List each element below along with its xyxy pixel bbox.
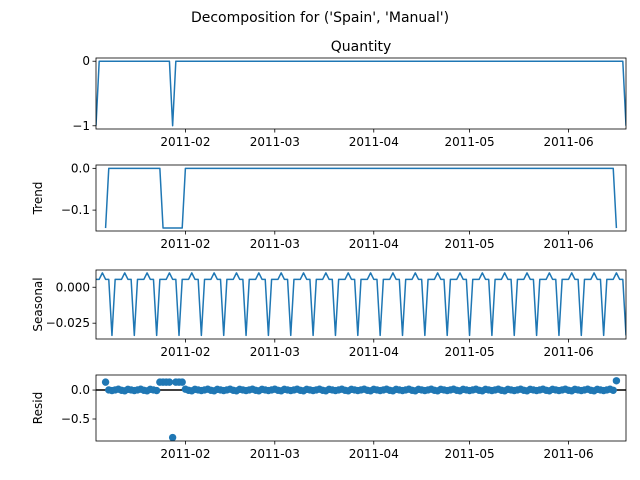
resid-point (609, 386, 617, 394)
resid-point (152, 386, 161, 395)
x-tick-label: 2011-05 (444, 135, 494, 149)
x-tick-label: 2011-05 (444, 237, 494, 251)
x-tick-label: 2011-06 (543, 237, 593, 251)
y-tick-label: −0.5 (61, 412, 90, 426)
x-tick-label: 2011-05 (444, 447, 494, 461)
figure-suptitle: Decomposition for ('Spain', 'Manual') (191, 10, 449, 26)
x-tick-label: 2011-05 (444, 345, 494, 359)
x-tick-label: 2011-06 (543, 135, 593, 149)
x-tick-label: 2011-03 (250, 237, 300, 251)
x-tick-label: 2011-02 (160, 135, 210, 149)
plot-area-observed (96, 60, 626, 127)
y-tick-label: −0.025 (46, 316, 90, 330)
x-tick-label: 2011-06 (543, 447, 593, 461)
x-tick-label: 2011-04 (349, 447, 399, 461)
x-tick-label: 2011-04 (349, 135, 399, 149)
y-tick-label: −1 (72, 119, 90, 133)
subplot-seasonal: Seasonal 2011-02 2011-03 2011-04 2011-05 2011… (31, 269, 627, 359)
subplot-resid: Resid 2011-02 2011-03 2011-04 2011-05 2011-06… (31, 374, 627, 461)
x-tick-label: 2011-03 (250, 345, 300, 359)
subplots-container: Quantity 2011-02 2011-03 2011-04 2011-05 2011… (31, 39, 627, 461)
x-tick-label: 2011-03 (250, 135, 300, 149)
x-tick-label: 2011-02 (160, 447, 210, 461)
y-tick-label: 0.0 (71, 161, 90, 175)
ylabel-seasonal: Seasonal (31, 277, 45, 331)
resid-point (178, 378, 186, 386)
observed-line (96, 60, 626, 127)
resid-point (168, 433, 177, 441)
subplot-trend: Trend 2011-02 2011-03 2011-04 2011-05 2011-06… (31, 161, 627, 251)
plot-area-seasonal (96, 272, 626, 337)
x-tick-label: 2011-06 (543, 345, 593, 359)
resid-point (612, 377, 621, 385)
resid-point (101, 378, 110, 386)
x-tick-label: 2011-02 (160, 237, 210, 251)
subplot-observed: Quantity 2011-02 2011-03 2011-04 2011-05 2011… (72, 39, 627, 149)
panel-title-observed: Quantity (331, 39, 392, 55)
trend-line (104, 167, 618, 229)
y-tick-label: 0 (82, 54, 90, 68)
x-tick-label: 2011-02 (160, 345, 210, 359)
axes-frame-trend (95, 164, 627, 232)
y-tick-label: 0.0 (71, 383, 90, 397)
y-tick-label: 0.000 (56, 280, 90, 294)
x-tick-label: 2011-03 (250, 447, 300, 461)
ylabel-trend: Trend (31, 182, 45, 216)
resid-point (165, 378, 174, 386)
ylabel-resid: Resid (31, 392, 45, 424)
x-tick-label: 2011-04 (349, 237, 399, 251)
seasonal-line (96, 272, 626, 337)
plot-area-trend (104, 167, 618, 229)
x-tick-label: 2011-04 (349, 345, 399, 359)
axes-frame-seasonal (95, 269, 627, 340)
axes-frame-observed (95, 57, 627, 130)
plot-area-resid (96, 377, 626, 441)
axes-frame-resid (95, 374, 627, 442)
y-tick-label: −0.1 (61, 203, 90, 217)
